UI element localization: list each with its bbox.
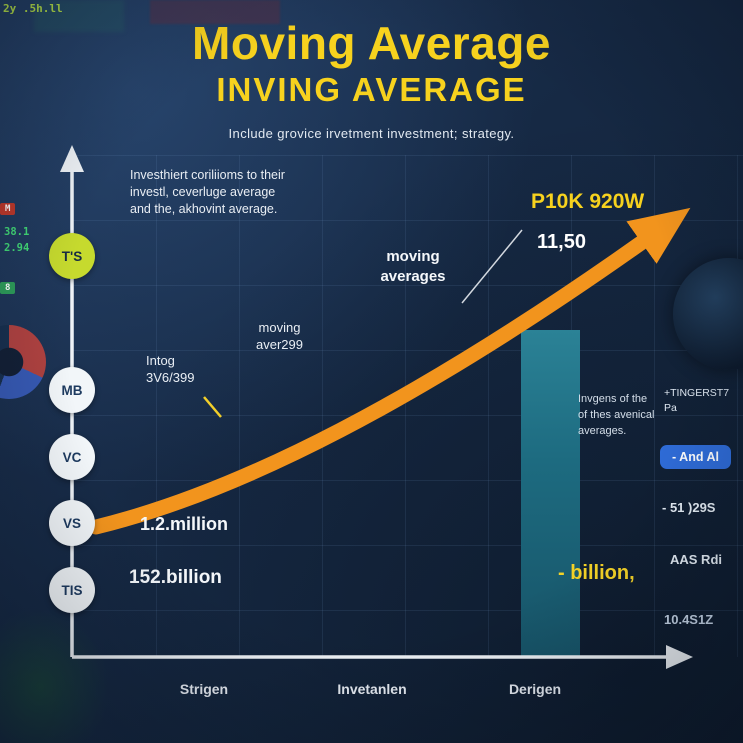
right-blue-chip: - And Al	[660, 445, 731, 469]
intro-note: Investhiert coriliioms to their investl,…	[130, 168, 285, 216]
y-axis-node: TIS	[49, 567, 95, 613]
peak-value-label: P10K 920W	[531, 190, 645, 213]
ticker-header-text: 2y .5h.ll	[3, 2, 63, 15]
ticker-quote: 2.94	[4, 242, 30, 254]
ticker-red-badge: M	[0, 203, 16, 215]
million-value-label: 1.2.million	[140, 514, 229, 534]
moving-aver-label: moving aver299	[256, 320, 303, 352]
x-axis-label: Strigen	[179, 681, 229, 697]
background-chart-fragment	[34, 0, 124, 32]
right-ticker-line: 10.4S1Z	[664, 612, 714, 627]
ticker-green-badge: 8	[0, 282, 16, 294]
billion-value-label: 152.billion	[129, 567, 222, 588]
intog-label: Intog 3V6/399	[146, 353, 195, 385]
right-ticker-line: AAS Rdi	[670, 552, 722, 567]
page-subtitle: INVING AVERAGE	[216, 70, 527, 108]
peak-sub-value-label: 11,50	[537, 231, 586, 253]
tagline: Include grovice irvetment investment; st…	[228, 125, 515, 141]
x-axis-label: Invetanlen	[337, 681, 407, 697]
background-chart-fragment	[150, 0, 280, 24]
teal-volume-bar	[521, 330, 580, 657]
donut-chart-decoration	[0, 325, 46, 399]
header: Moving Average INVING AVERAGE Include gr…	[0, 20, 743, 141]
y-axis-node: MB	[49, 367, 95, 413]
right-ticker-caption: +TINGERST7 Pa	[664, 387, 730, 414]
right-ticker-line: - 51 )29S	[662, 500, 716, 515]
y-axis-node: VC	[49, 434, 95, 480]
moving-averages-label: moving averages	[380, 248, 446, 285]
y-axis-node: VS	[49, 500, 95, 546]
ticker-quote: 38.1	[4, 226, 30, 238]
y-axis-node: T'S	[49, 233, 95, 279]
background-glow	[0, 607, 110, 743]
x-axis-label: Derigen	[508, 681, 562, 697]
billion-highlight-label: - billion,	[558, 562, 635, 584]
page-title: Moving Average	[192, 17, 551, 69]
